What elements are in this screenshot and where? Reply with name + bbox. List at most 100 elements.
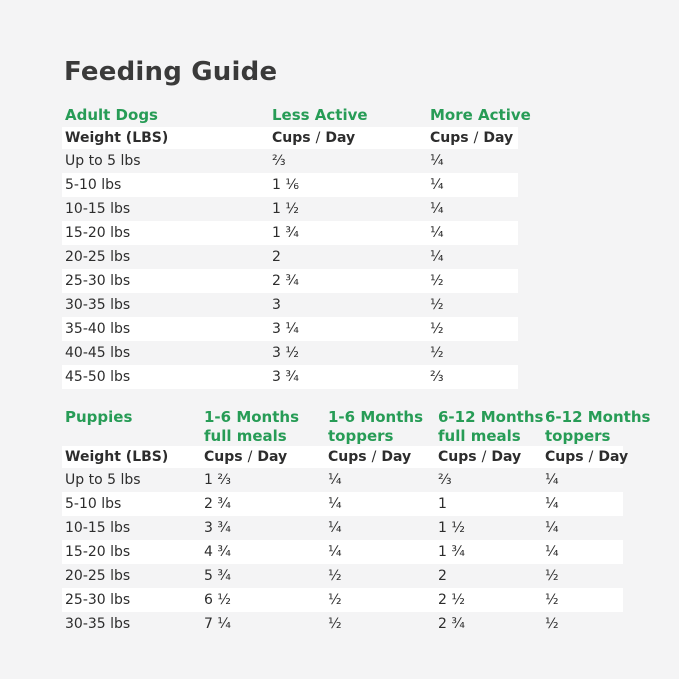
less-active-header: Less Active bbox=[272, 106, 368, 124]
table-row: 5-10 lbs 1 ⅙ ¼ bbox=[62, 173, 518, 197]
full-meals-1-6-cell: 3 ¾ bbox=[204, 520, 231, 536]
cups-label: Cups bbox=[272, 130, 311, 146]
toppers-6-12-cell: ½ bbox=[545, 592, 559, 608]
cups-per-day-header: Cups / Day bbox=[328, 446, 438, 468]
table-row: 35-40 lbs 3 ¼ ½ bbox=[62, 317, 518, 341]
slash-separator: / bbox=[473, 130, 479, 146]
weight-range-cell: 10-15 lbs bbox=[65, 201, 131, 217]
weight-range-cell: 10-15 lbs bbox=[65, 520, 131, 536]
weight-range-cell: Up to 5 lbs bbox=[65, 153, 141, 169]
table-row: 15-20 lbs 1 ¾ ¼ bbox=[62, 221, 518, 245]
table-row: 25-30 lbs 6 ½ ½ 2 ½ ½ bbox=[62, 588, 623, 612]
cups-per-day-header: Cups / Day bbox=[430, 127, 518, 149]
more-active-cups-cell: ⅔ bbox=[430, 369, 444, 385]
weight-range-cell: 5-10 lbs bbox=[65, 496, 122, 512]
toppers-6-12-cell: ½ bbox=[545, 616, 559, 632]
toppers-1-6-cell: ½ bbox=[328, 592, 342, 608]
more-active-cups-cell: ¼ bbox=[430, 153, 444, 169]
header-line-1: 1-6 Months bbox=[204, 408, 300, 426]
weight-range-cell: 15-20 lbs bbox=[65, 544, 131, 560]
more-active-cups-cell: ¼ bbox=[430, 225, 444, 241]
table-row: 10-15 lbs 3 ¾ ¼ 1 ½ ¼ bbox=[62, 516, 623, 540]
cups-label: Cups bbox=[430, 130, 469, 146]
header-line-1: 6-12 Months bbox=[545, 408, 651, 426]
full-meals-6-12-cell: 2 ¾ bbox=[438, 616, 465, 632]
less-active-cups-cell: 1 ¾ bbox=[272, 225, 299, 241]
cups-label: Cups bbox=[438, 449, 477, 465]
toppers-1-6-cell: ¼ bbox=[328, 520, 342, 536]
weight-range-cell: 35-40 lbs bbox=[65, 321, 131, 337]
toppers-1-6-cell: ½ bbox=[328, 568, 342, 584]
table-row: 5-10 lbs 2 ¾ ¼ 1 ¼ bbox=[62, 492, 623, 516]
more-active-cups-cell: ¼ bbox=[430, 201, 444, 217]
cups-label: Cups bbox=[204, 449, 243, 465]
more-active-cups-cell: ½ bbox=[430, 297, 444, 313]
table-row: 15-20 lbs 4 ¾ ¼ 1 ¾ ¼ bbox=[62, 540, 623, 564]
header-line-2: full meals bbox=[204, 427, 287, 445]
header-line-1: 1-6 Months bbox=[328, 408, 424, 426]
cups-per-day-header: Cups / Day bbox=[272, 127, 430, 149]
less-active-cups-cell: 1 ⅙ bbox=[272, 177, 299, 193]
adult-section-header-row: Adult Dogs Less Active More Active bbox=[62, 104, 531, 127]
weight-lbs-header: Weight (LBS) bbox=[65, 449, 169, 465]
less-active-cups-cell: 3 ¾ bbox=[272, 369, 299, 385]
table-row: 40-45 lbs 3 ½ ½ bbox=[62, 341, 518, 365]
months-1-6-full-meals-header: 1-6 Months full meals bbox=[204, 408, 328, 446]
table-row: 25-30 lbs 2 ¾ ½ bbox=[62, 269, 518, 293]
months-6-12-full-meals-header: 6-12 Months full meals bbox=[438, 408, 545, 446]
toppers-6-12-cell: ¼ bbox=[545, 520, 559, 536]
less-active-cups-cell: 3 bbox=[272, 297, 281, 313]
weight-range-cell: 15-20 lbs bbox=[65, 225, 131, 241]
full-meals-1-6-cell: 6 ½ bbox=[204, 592, 231, 608]
table-row: Up to 5 lbs ⅔ ¼ bbox=[62, 149, 518, 173]
puppies-column-header-row: Weight (LBS) Cups / Day Cups / Day Cups / Day … bbox=[62, 446, 628, 468]
puppies-section-header-row: Puppies 1-6 Months full meals 1-6 Months… bbox=[62, 408, 651, 446]
slash-separator: / bbox=[371, 449, 377, 465]
more-active-cups-cell: ¼ bbox=[430, 177, 444, 193]
adult-column-header-row: Weight (LBS) Cups / Day Cups / Day bbox=[62, 127, 518, 149]
less-active-cups-cell: 2 bbox=[272, 249, 281, 265]
less-active-cups-cell: 3 ¼ bbox=[272, 321, 299, 337]
toppers-6-12-cell: ¼ bbox=[545, 496, 559, 512]
weight-range-cell: 45-50 lbs bbox=[65, 369, 131, 385]
table-row: 20-25 lbs 5 ¾ ½ 2 ½ bbox=[62, 564, 623, 588]
months-1-6-toppers-header: 1-6 Months toppers bbox=[328, 408, 438, 446]
table-row: 20-25 lbs 2 ¼ bbox=[62, 245, 518, 269]
more-active-cups-cell: ¼ bbox=[430, 249, 444, 265]
months-6-12-toppers-header: 6-12 Months toppers bbox=[545, 408, 651, 446]
more-active-header: More Active bbox=[430, 106, 531, 124]
weight-range-cell: 20-25 lbs bbox=[65, 249, 131, 265]
full-meals-1-6-cell: 2 ¾ bbox=[204, 496, 231, 512]
full-meals-6-12-cell: 1 ½ bbox=[438, 520, 465, 536]
puppies-table: Puppies 1-6 Months full meals 1-6 Months… bbox=[62, 408, 651, 636]
weight-range-cell: 20-25 lbs bbox=[65, 568, 131, 584]
more-active-cups-cell: ½ bbox=[430, 321, 444, 337]
page-title: Feeding Guide bbox=[64, 57, 278, 87]
slash-separator: / bbox=[588, 449, 594, 465]
less-active-cups-cell: 3 ½ bbox=[272, 345, 299, 361]
less-active-cups-cell: ⅔ bbox=[272, 153, 286, 169]
cups-per-day-header: Cups / Day bbox=[545, 446, 628, 468]
header-line-1: 6-12 Months bbox=[438, 408, 544, 426]
weight-range-cell: Up to 5 lbs bbox=[65, 472, 141, 488]
table-row: 30-35 lbs 7 ¼ ½ 2 ¾ ½ bbox=[62, 612, 623, 636]
toppers-1-6-cell: ¼ bbox=[328, 472, 342, 488]
more-active-cups-cell: ½ bbox=[430, 273, 444, 289]
full-meals-6-12-cell: 2 bbox=[438, 568, 447, 584]
puppies-section-label: Puppies bbox=[65, 408, 133, 426]
header-line-2: toppers bbox=[328, 427, 394, 445]
toppers-6-12-cell: ½ bbox=[545, 568, 559, 584]
cups-label: Cups bbox=[545, 449, 584, 465]
weight-range-cell: 5-10 lbs bbox=[65, 177, 122, 193]
toppers-1-6-cell: ¼ bbox=[328, 544, 342, 560]
full-meals-6-12-cell: 1 ¾ bbox=[438, 544, 465, 560]
full-meals-1-6-cell: 7 ¼ bbox=[204, 616, 231, 632]
toppers-1-6-cell: ½ bbox=[328, 616, 342, 632]
weight-range-cell: 25-30 lbs bbox=[65, 592, 131, 608]
weight-lbs-header: Weight (LBS) bbox=[65, 130, 169, 146]
toppers-6-12-cell: ¼ bbox=[545, 472, 559, 488]
table-row: 10-15 lbs 1 ½ ¼ bbox=[62, 197, 518, 221]
table-row: 45-50 lbs 3 ¾ ⅔ bbox=[62, 365, 518, 389]
header-line-2: full meals bbox=[438, 427, 521, 445]
